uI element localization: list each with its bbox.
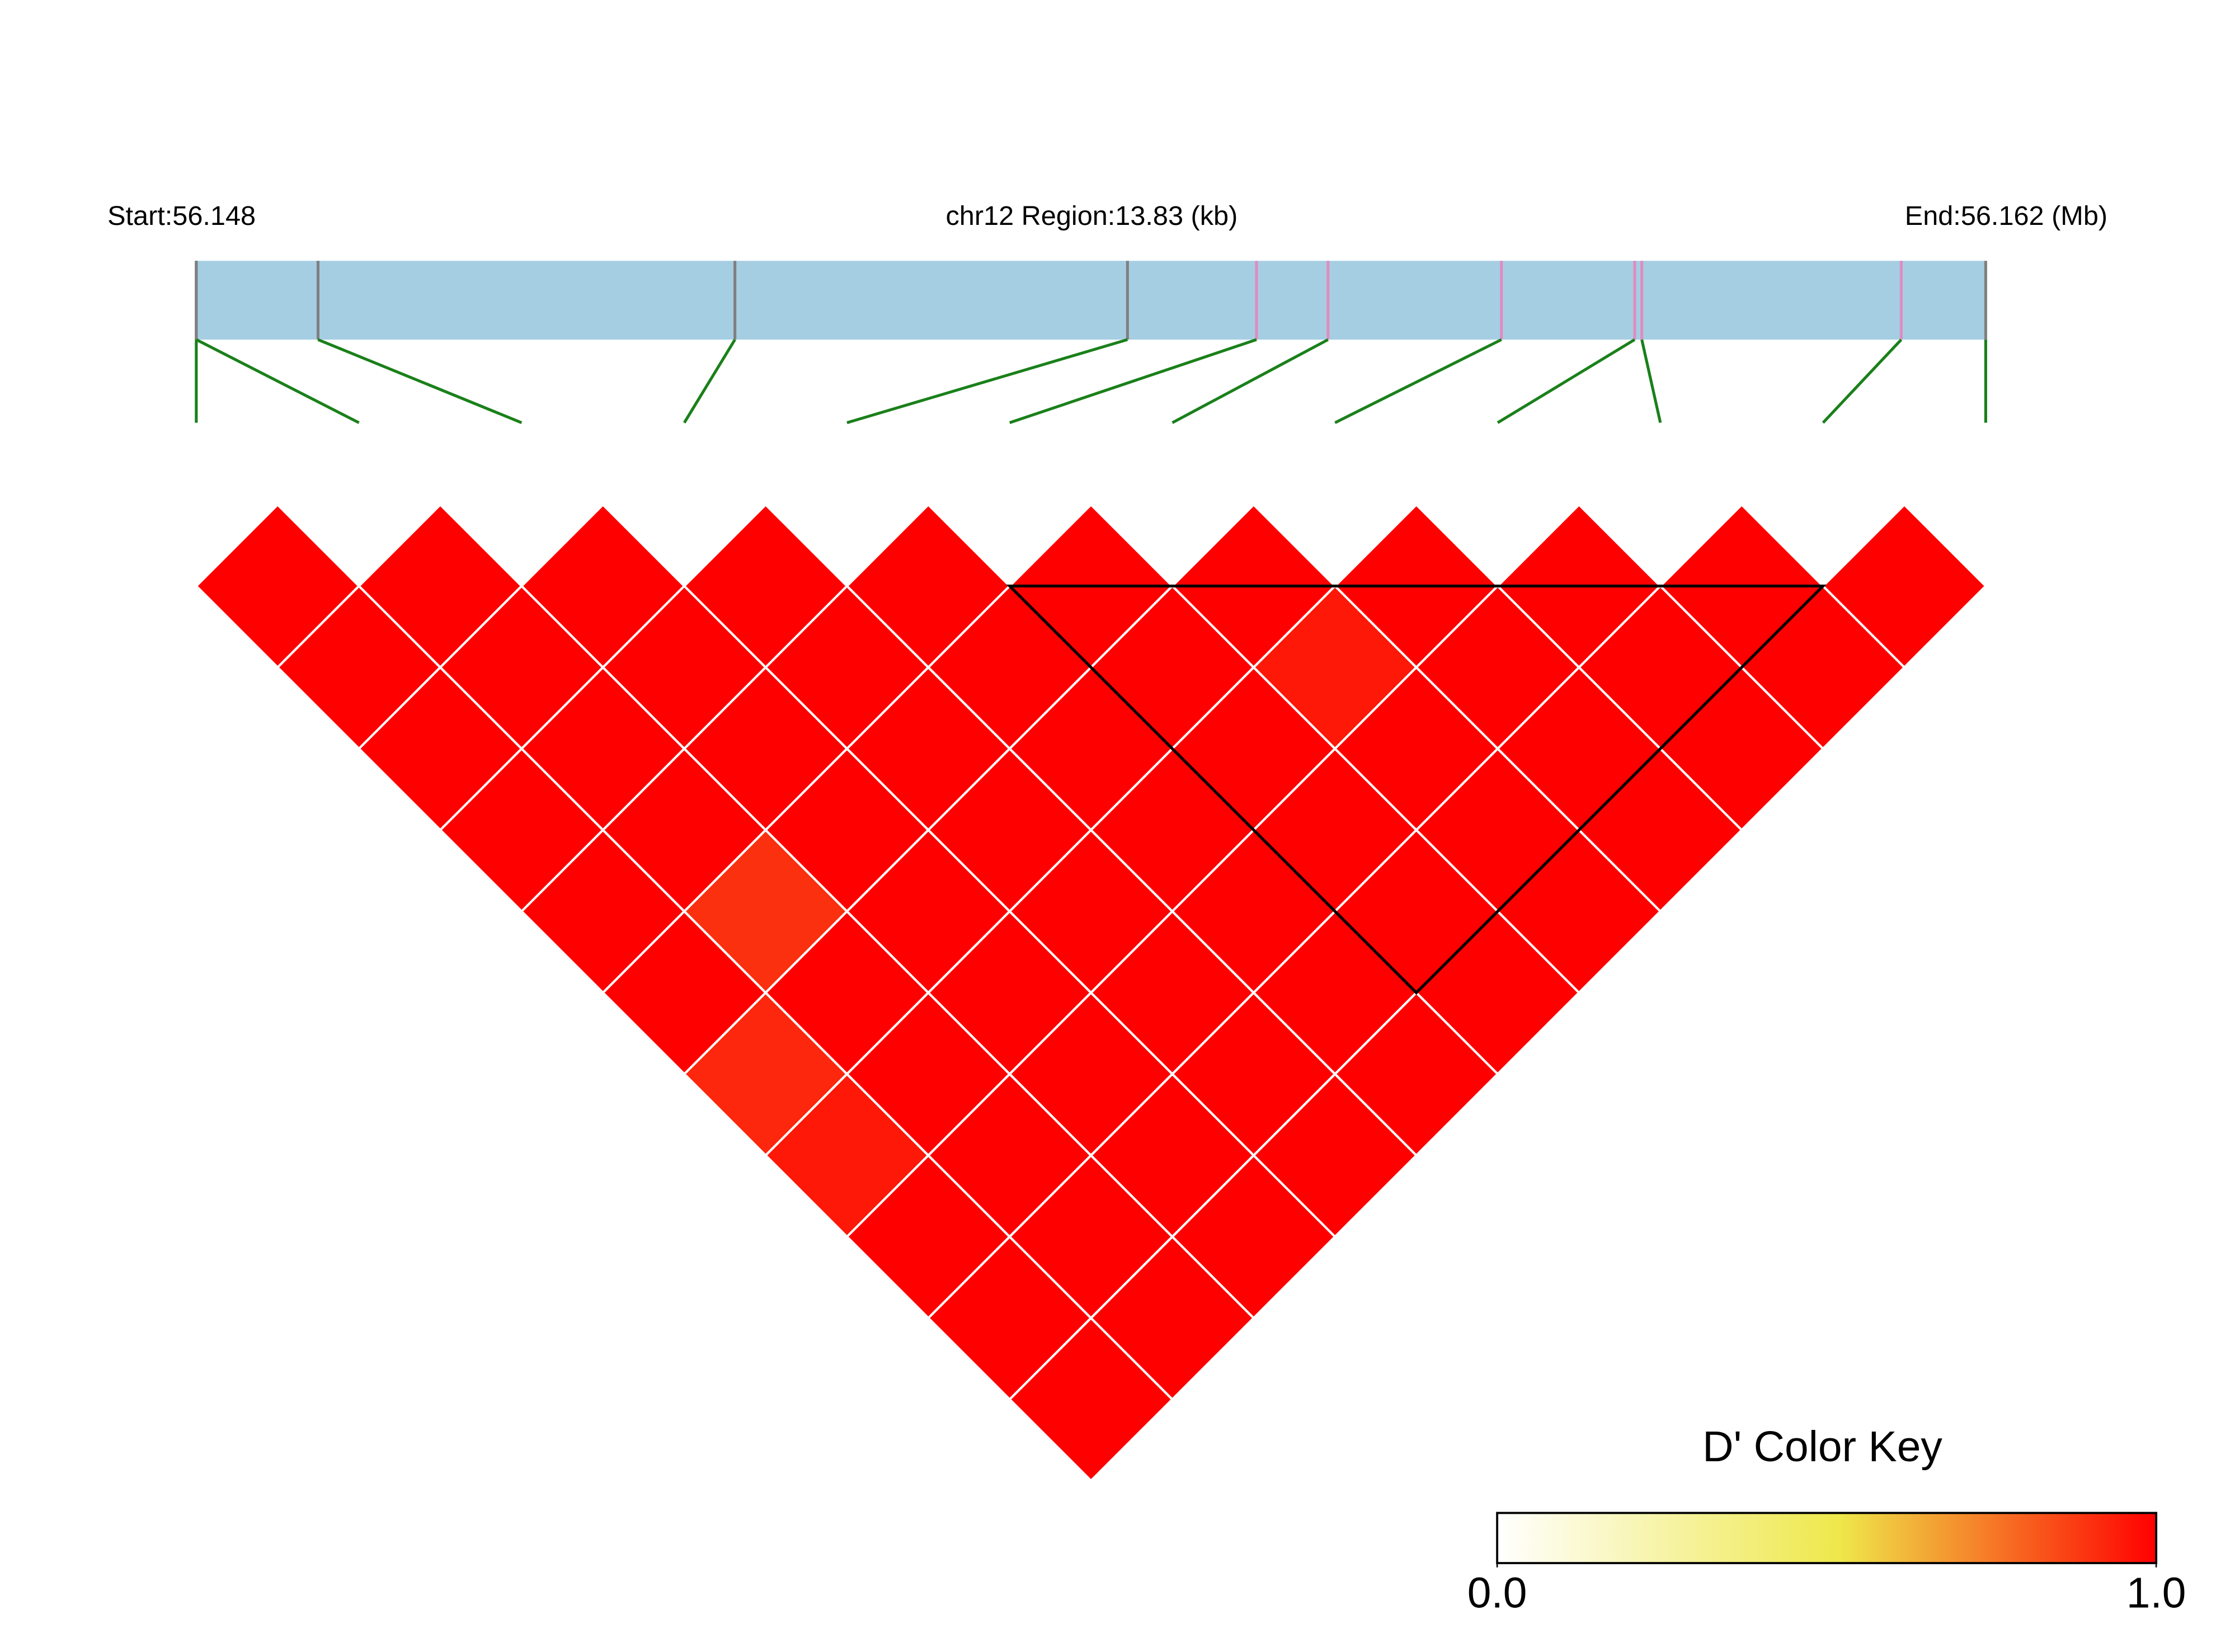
snp-connector <box>317 338 523 424</box>
colorkey-title: D' Color Key <box>1702 1423 1942 1471</box>
end-label: End:56.162 (Mb) <box>1905 201 2107 231</box>
snp-connector <box>1640 339 1662 423</box>
color-key-label: 1.0 <box>2126 1569 2186 1617</box>
snp-connector <box>1171 338 1329 424</box>
region-track <box>196 261 1986 340</box>
snp-connector <box>1497 338 1636 424</box>
start-label: Start:56.148 <box>107 201 256 231</box>
snp-connector <box>683 338 736 423</box>
snp-connector <box>1009 338 1257 425</box>
ld-block <box>1006 584 1827 995</box>
ld-cell <box>1821 503 1988 669</box>
snp-connector <box>846 338 1128 425</box>
region-label: chr12 Region:13.83 (kb) <box>945 201 1238 231</box>
snp-connector <box>1334 338 1502 424</box>
snp-connector <box>1822 338 1903 424</box>
snp-connector <box>195 338 360 424</box>
color-key-label: 0.0 <box>1467 1569 1527 1617</box>
color-key <box>1496 1512 2158 1565</box>
